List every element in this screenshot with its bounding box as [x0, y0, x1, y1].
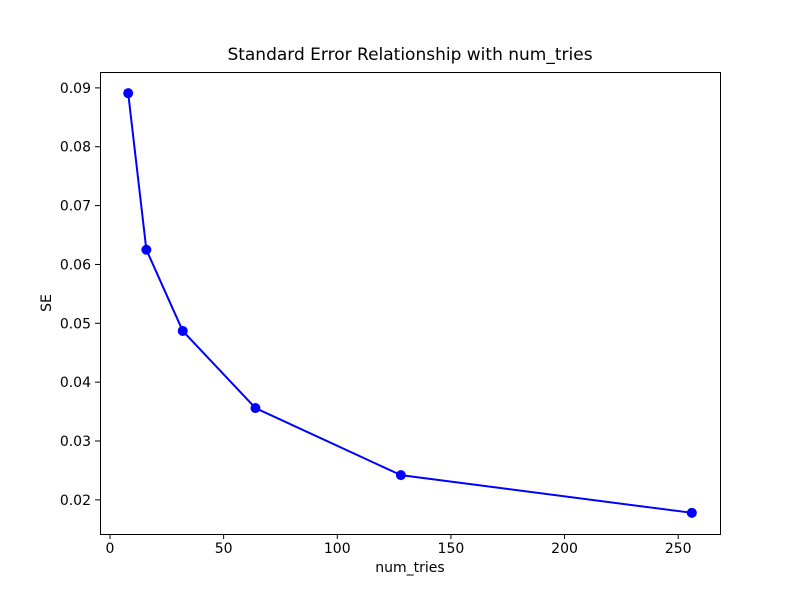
x-tick-label: 50 — [215, 541, 233, 557]
data-point — [250, 403, 261, 414]
axes-spines — [100, 72, 721, 535]
data-point — [395, 470, 406, 481]
chart-title: Standard Error Relationship with num_tri… — [227, 45, 593, 65]
data-point — [123, 88, 134, 99]
y-tick-label: 0.04 — [60, 375, 91, 391]
data-point — [686, 507, 697, 518]
y-tick-label: 0.09 — [60, 81, 91, 97]
x-tick-label: 200 — [551, 541, 578, 557]
y-tick-label: 0.03 — [60, 434, 91, 450]
x-axis-label: num_tries — [375, 560, 445, 576]
y-tick-label: 0.07 — [60, 199, 91, 215]
y-tick-label: 0.08 — [60, 140, 91, 156]
x-tick-label: 0 — [106, 541, 115, 557]
y-tick-label: 0.06 — [60, 257, 91, 273]
y-tick-label: 0.05 — [60, 316, 91, 332]
x-tick-label: 150 — [438, 541, 465, 557]
x-tick-label: 100 — [324, 541, 351, 557]
data-point — [177, 325, 188, 336]
x-tick-label: 250 — [665, 541, 692, 557]
data-point — [141, 244, 152, 255]
se-line — [127, 92, 693, 514]
y-tick-label: 0.02 — [60, 493, 91, 509]
y-axis-label: SE — [39, 294, 55, 312]
